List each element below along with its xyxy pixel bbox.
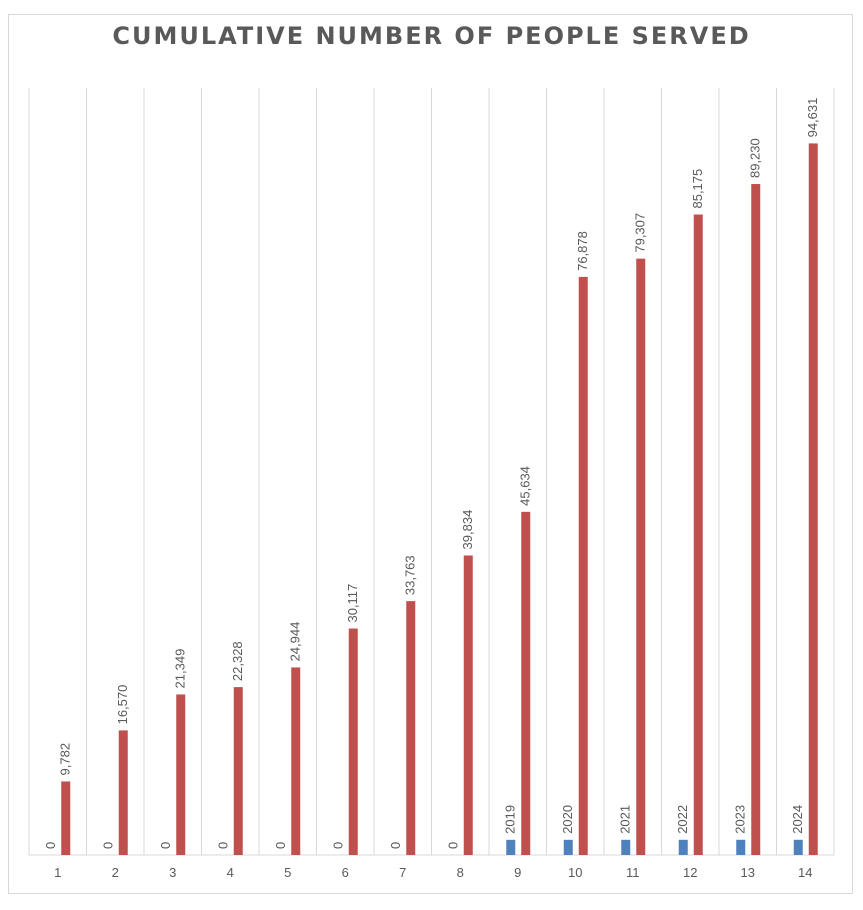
data-label: 89,230: [748, 138, 763, 178]
data-label: 30,117: [345, 584, 360, 623]
x-tick-label: 10: [568, 865, 582, 880]
x-tick-label: 9: [514, 865, 521, 880]
x-tick-label: 13: [741, 865, 755, 880]
bar-series-1: [793, 839, 803, 855]
data-label: 24,944: [288, 622, 303, 662]
bar-series-2: [521, 511, 531, 855]
bar-series-2: [693, 214, 703, 855]
bar-series-1: [621, 839, 631, 855]
data-label: 76,878: [575, 231, 590, 271]
bar-series-1: [678, 839, 688, 855]
data-label: 0: [215, 842, 230, 849]
x-tick-label: 2: [112, 865, 119, 880]
data-label: 79,307: [633, 213, 648, 253]
chart-title: CUMULATIVE NUMBER OF PEOPLE SERVED: [112, 22, 751, 50]
bar-series-2: [406, 601, 416, 855]
data-label: 0: [388, 842, 403, 849]
bar-series-2: [751, 184, 761, 855]
bar-series-2: [291, 667, 301, 855]
data-label: 2023: [733, 805, 748, 834]
bars: [61, 143, 818, 855]
chart-area: [8, 14, 853, 894]
bar-series-1: [563, 839, 573, 855]
x-tick-label: 3: [169, 865, 176, 880]
gridlines: [28, 88, 835, 856]
x-tick-label: 1: [54, 865, 61, 880]
x-tick-label: 7: [399, 865, 406, 880]
data-label: 39,834: [460, 510, 475, 550]
bar-series-2: [808, 143, 818, 855]
data-label: 0: [273, 842, 288, 849]
bar-series-2: [636, 258, 646, 855]
data-label: 2024: [790, 805, 805, 834]
data-label: 0: [158, 842, 173, 849]
x-tick-label: 5: [284, 865, 291, 880]
bar-series-1: [736, 839, 746, 855]
data-labels: 0 9,782 0 16,570 0 21,349 0 22,328 0 24,944 0 30,11…: [43, 98, 821, 849]
x-tick-label: 6: [342, 865, 349, 880]
x-tick-label: 12: [683, 865, 697, 880]
data-label: 0: [445, 842, 460, 849]
x-tick-label: 8: [457, 865, 464, 880]
data-label: 45,634: [518, 466, 533, 506]
bar-series-2: [463, 555, 473, 855]
bar-series-2: [118, 730, 128, 855]
bar-series-2: [348, 628, 358, 855]
data-label: 2020: [560, 805, 575, 834]
data-label: 2019: [503, 805, 518, 834]
data-label: 21,349: [173, 649, 188, 689]
data-label: 16,570: [115, 685, 130, 725]
bar-series-2: [61, 781, 71, 855]
data-label: 22,328: [230, 641, 245, 681]
bar-series-2: [233, 687, 243, 855]
data-label: 85,175: [690, 169, 705, 209]
bar-series-1: [506, 839, 516, 855]
data-label: 0: [330, 842, 345, 849]
data-label: 2022: [675, 805, 690, 834]
x-tick-label: 14: [798, 865, 812, 880]
data-label: 94,631: [805, 98, 820, 138]
bar-series-2: [578, 276, 588, 855]
data-label: 2021: [618, 805, 633, 834]
data-label: 0: [43, 842, 58, 849]
data-label: 9,782: [58, 743, 73, 776]
bar-series-2: [176, 694, 186, 855]
x-tick-label: 4: [227, 865, 234, 880]
x-tick-label: 11: [626, 865, 640, 880]
data-label: 33,763: [403, 555, 418, 595]
data-label: 0: [100, 842, 115, 849]
x-axis-ticks: 1 2 3 4 5 6 7 8 9 10 11 12 13 14: [54, 865, 812, 880]
